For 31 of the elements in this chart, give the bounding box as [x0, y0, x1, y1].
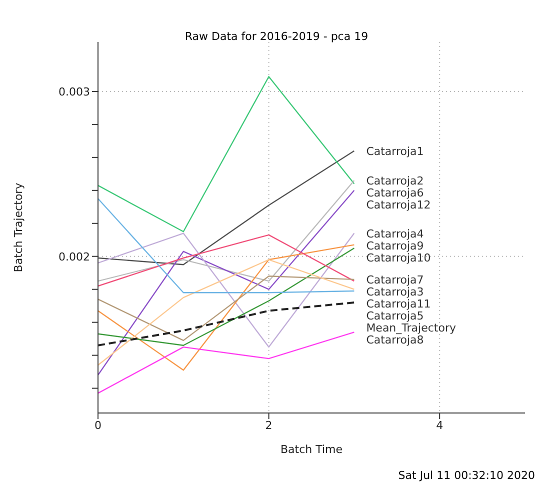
chart-title: Raw Data for 2016-2019 - pca 19: [184, 30, 370, 43]
y-tick-label: 0.002: [58, 250, 90, 264]
series-label: Catarroja7: [366, 273, 424, 286]
x-tick-label: 0: [94, 418, 102, 432]
x-tick-label: 4: [436, 418, 444, 432]
line-series: [98, 190, 355, 376]
line-series: [98, 234, 355, 287]
series-label: Catarroja10: [366, 251, 431, 264]
line-series: [98, 302, 356, 346]
text: Mean_Trajectory: [366, 321, 456, 334]
line-series: [98, 244, 355, 371]
text: Sat Jul 11 00:32:10 2020: [397, 469, 536, 482]
series-label: Catarroja9: [366, 239, 424, 252]
series-label: Catarroja4: [366, 227, 424, 240]
series-label: Catarroja12: [366, 198, 431, 212]
x-tick-label: 2: [265, 418, 272, 432]
line-series: [98, 76, 355, 232]
series-label: Catarroja2: [366, 174, 424, 188]
line-series: [98, 259, 355, 366]
text: Catarroja5: [366, 309, 424, 322]
line-series: [98, 276, 355, 342]
series-label: Catarroja6: [366, 186, 424, 200]
series-label: Catarroja11: [366, 297, 431, 310]
series-label: Catarroja8: [366, 333, 424, 346]
line-series: [98, 150, 355, 266]
line-series: [98, 332, 355, 394]
series-label: Catarroja1: [366, 144, 424, 158]
series-label: Catarroja3: [366, 285, 424, 298]
y-tick-label: 0.003: [58, 85, 90, 98]
y-axis-title: Batch Trajectory: [12, 182, 25, 272]
x-axis-title: Batch Time: [280, 443, 343, 456]
